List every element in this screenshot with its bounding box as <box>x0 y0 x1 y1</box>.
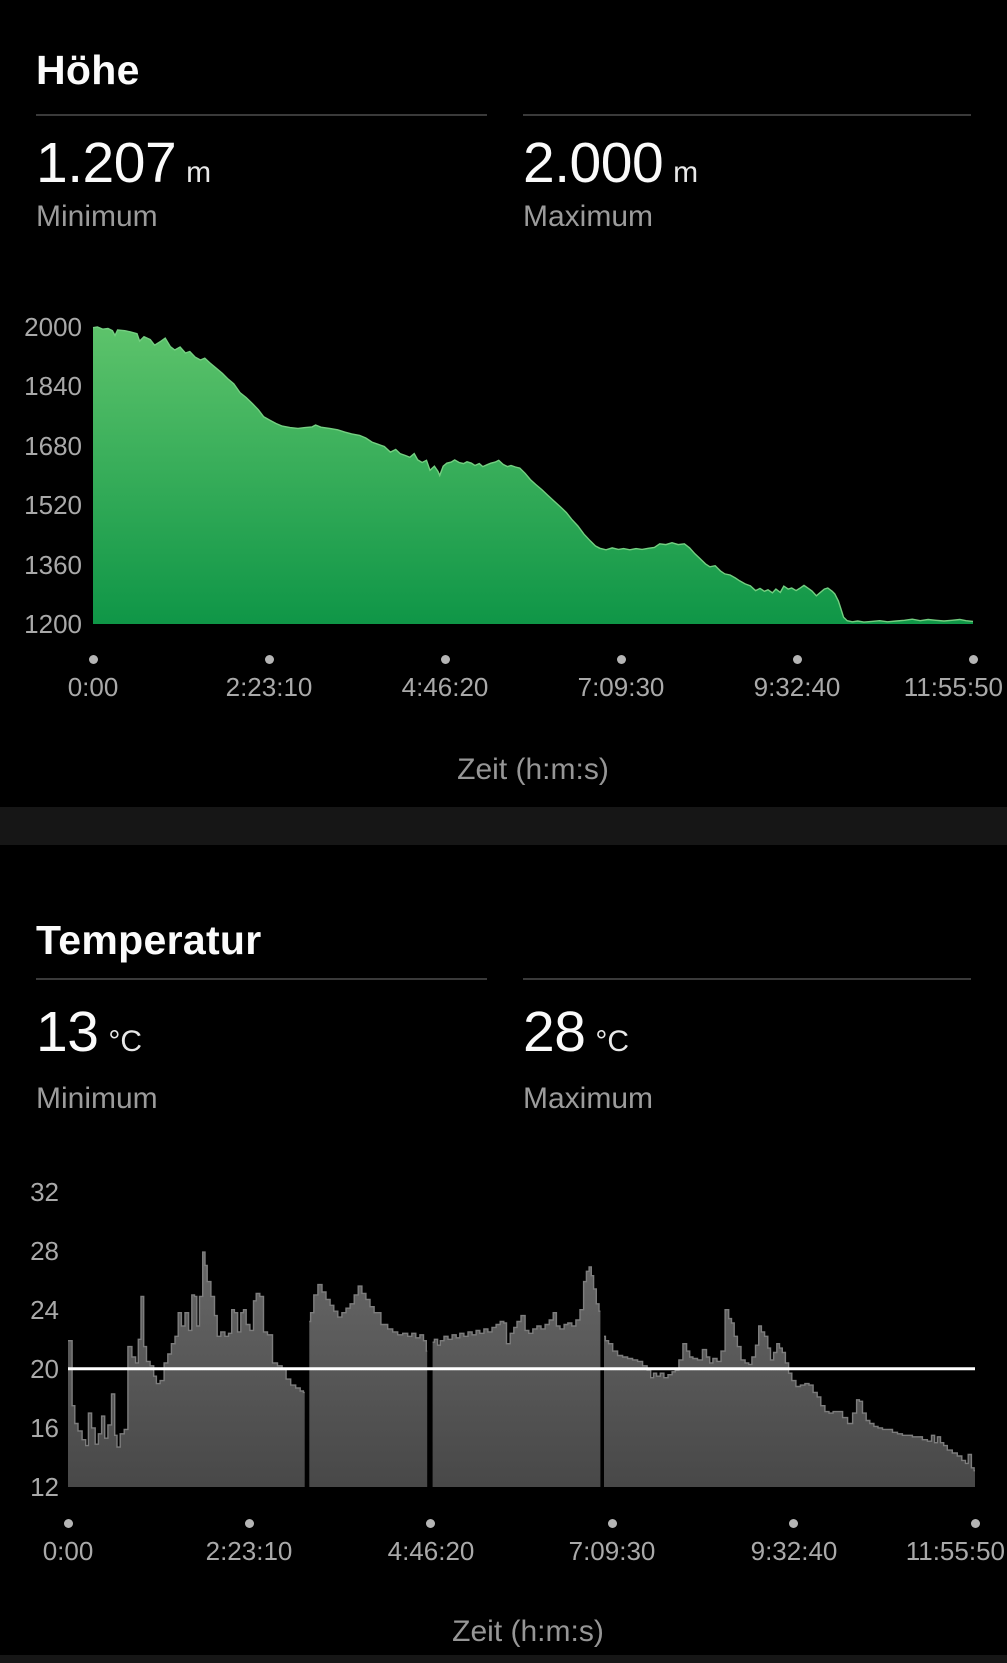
y-axis-label: 1360 <box>24 550 82 580</box>
temperature-max-stat: 28 °C <box>523 1003 629 1061</box>
x-axis-label: 7:09:30 <box>577 672 665 702</box>
x-axis-label: 7:09:30 <box>568 1536 656 1566</box>
temperature-x-axis-title: Zeit (h:m:s) <box>452 1615 604 1648</box>
altitude-min-unit: m <box>186 156 212 189</box>
y-axis-label: 20 <box>30 1354 59 1384</box>
x-axis-tick-dot <box>89 654 98 664</box>
x-axis-tick-dot <box>608 1518 617 1528</box>
card-separator <box>0 807 1007 845</box>
x-axis-tick-dot <box>426 1518 435 1528</box>
temperature-chart[interactable] <box>0 1148 1007 1493</box>
area-path <box>432 1266 601 1487</box>
area-edge <box>432 1266 601 1346</box>
x-axis-tick-dot <box>789 1518 798 1528</box>
x-axis-tick-dot <box>617 654 626 664</box>
altitude-x-axis-title: Zeit (h:m:s) <box>457 753 609 786</box>
x-axis-label: 0:00 <box>42 1536 94 1566</box>
altitude-card: Höhe 1.207 m 2.000 m Minimum Maximum 200… <box>0 0 1007 807</box>
x-axis-tick-dot <box>265 654 274 664</box>
altitude-chart[interactable] <box>0 300 1007 640</box>
x-axis-label: 4:46:20 <box>401 672 489 702</box>
x-axis-tick-dot <box>441 654 450 664</box>
x-axis-tick-dot <box>245 1518 254 1528</box>
x-axis-label: 9:32:40 <box>750 1536 838 1566</box>
altitude-max-value: 2.000 <box>523 131 664 195</box>
area-edge <box>604 1309 975 1472</box>
temperature-min-value: 13 <box>36 1000 99 1064</box>
card-separator <box>0 1655 1007 1663</box>
area-path <box>309 1284 428 1487</box>
y-axis-label: 16 <box>30 1413 59 1443</box>
x-axis-label: 0:00 <box>67 672 119 702</box>
area-path <box>604 1309 975 1487</box>
x-axis-label: 11:55:50 <box>905 1536 1005 1566</box>
temperature-card: Temperatur 13 °C 28 °C Minimum Maximum <box>0 845 1007 1655</box>
x-axis-tick-dot <box>64 1518 73 1528</box>
x-axis-label: 2:23:10 <box>225 672 313 702</box>
area-edge <box>68 1251 305 1448</box>
y-axis-label: 28 <box>30 1236 59 1266</box>
x-axis-label: 4:46:20 <box>387 1536 475 1566</box>
temperature-min-unit: °C <box>108 1025 143 1058</box>
min-column-divider <box>36 114 487 116</box>
max-column-divider <box>523 978 971 980</box>
altitude-max-label: Maximum <box>523 200 654 233</box>
altitude-min-stat: 1.207 m <box>36 134 211 192</box>
x-axis-label: 11:55:50 <box>903 672 1003 702</box>
x-axis-tick-dot <box>971 1518 980 1528</box>
area-edge <box>92 326 974 623</box>
altitude-min-label: Minimum <box>36 200 158 233</box>
min-column-divider <box>36 978 487 980</box>
y-axis-label: 24 <box>30 1295 59 1325</box>
y-axis-label: 1200 <box>24 609 82 639</box>
altitude-card-title: Höhe <box>36 47 140 94</box>
temperature-min-label: Minimum <box>36 1082 158 1115</box>
y-axis-label: 1680 <box>24 431 82 461</box>
altitude-max-unit: m <box>673 156 699 189</box>
temperature-max-value: 28 <box>523 1000 586 1064</box>
y-axis-label: 1520 <box>24 490 82 520</box>
area-edge <box>309 1283 428 1352</box>
x-axis-tick-dot <box>969 654 978 664</box>
temperature-min-stat: 13 °C <box>36 1003 142 1061</box>
altitude-max-stat: 2.000 m <box>523 134 698 192</box>
x-axis-label: 2:23:10 <box>205 1536 293 1566</box>
temperature-card-title: Temperatur <box>36 917 262 964</box>
temperature-max-unit: °C <box>595 1025 630 1058</box>
max-column-divider <box>523 114 971 116</box>
x-axis-tick-dot <box>793 654 802 664</box>
x-axis-label: 9:32:40 <box>753 672 841 702</box>
y-axis-label: 12 <box>30 1472 59 1502</box>
area-path <box>93 327 973 624</box>
temperature-max-label: Maximum <box>523 1082 654 1115</box>
y-axis-label: 1840 <box>24 371 82 401</box>
y-axis-label: 32 <box>30 1177 59 1207</box>
altitude-min-value: 1.207 <box>36 131 177 195</box>
y-axis-label: 2000 <box>24 312 82 342</box>
